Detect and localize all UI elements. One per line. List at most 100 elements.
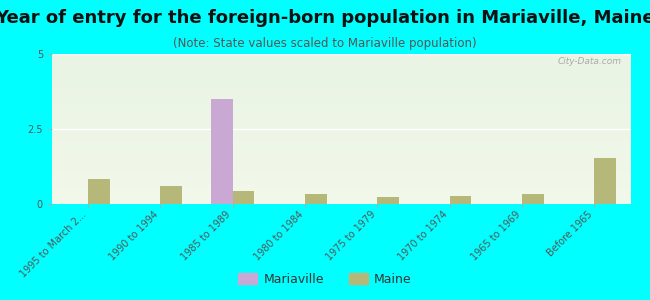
Bar (52, 93, 630, 94)
Bar (52, 94, 630, 95)
Bar (52, 142, 630, 143)
Bar (52, 192, 630, 193)
Bar (52, 157, 630, 158)
Bar (52, 185, 630, 186)
Bar (522, 194, 543, 204)
Bar (52, 129, 630, 130)
Bar (450, 196, 471, 204)
Bar (52, 70, 630, 71)
Bar (52, 117, 630, 118)
Bar (52, 139, 630, 140)
Bar (52, 85, 630, 86)
Bar (52, 77, 630, 78)
Bar (52, 137, 630, 138)
Bar (52, 60, 630, 61)
Text: City-Data.com: City-Data.com (558, 57, 622, 66)
Bar (52, 130, 630, 131)
Bar (52, 155, 630, 156)
Bar (52, 57, 630, 58)
Bar (52, 116, 630, 117)
Bar (52, 106, 630, 107)
Bar (52, 85, 630, 86)
Bar (52, 162, 630, 163)
Bar (52, 154, 630, 155)
Bar (52, 108, 630, 109)
Bar (52, 184, 630, 185)
Bar (52, 149, 630, 150)
Bar (52, 189, 630, 190)
Bar (52, 95, 630, 96)
Bar (52, 138, 630, 139)
Bar (52, 186, 630, 187)
Bar (52, 103, 630, 104)
Bar (52, 115, 630, 116)
Bar (52, 202, 630, 203)
Bar (52, 112, 630, 113)
Bar (52, 133, 630, 134)
Bar (594, 158, 616, 204)
Bar (52, 166, 630, 167)
Bar (52, 176, 630, 177)
Bar (52, 173, 630, 174)
Bar (52, 170, 630, 171)
Bar (52, 86, 630, 87)
Bar (52, 178, 630, 179)
Bar (52, 107, 630, 108)
Bar (88, 178, 110, 204)
Bar (52, 153, 630, 154)
Bar (52, 128, 630, 129)
Text: Year of entry for the foreign-born population in Mariaville, Maine: Year of entry for the foreign-born popul… (0, 9, 650, 27)
Bar (52, 150, 630, 151)
Bar (52, 64, 630, 65)
Bar (52, 179, 630, 180)
Bar (52, 102, 630, 103)
Bar (52, 61, 630, 62)
Bar (52, 131, 630, 132)
Bar (52, 118, 630, 119)
Bar (52, 190, 630, 191)
Bar (52, 140, 630, 141)
Bar (52, 98, 630, 99)
Bar (52, 156, 630, 157)
Bar (305, 194, 327, 204)
Bar (52, 100, 630, 101)
Bar (52, 97, 630, 98)
Bar (52, 196, 630, 197)
Bar (52, 123, 630, 124)
Bar (52, 75, 630, 76)
Text: (Note: State values scaled to Mariaville population): (Note: State values scaled to Mariaville… (173, 38, 477, 50)
Bar (52, 177, 630, 178)
Bar (52, 59, 630, 60)
Bar (52, 201, 630, 202)
Bar (52, 136, 630, 137)
Bar (52, 159, 630, 160)
Bar (161, 186, 182, 204)
Bar (52, 81, 630, 82)
Bar (52, 119, 630, 120)
Bar (52, 169, 630, 170)
Bar (52, 122, 630, 123)
Bar (52, 54, 630, 55)
Bar (52, 168, 630, 169)
Bar (52, 191, 630, 192)
Bar (52, 100, 630, 101)
Bar (52, 88, 630, 89)
Bar (52, 121, 630, 122)
Bar (52, 118, 630, 119)
Bar (52, 74, 630, 75)
Bar (52, 200, 630, 201)
Bar (52, 105, 630, 106)
Bar (52, 175, 630, 176)
Bar (52, 158, 630, 159)
Bar (52, 124, 630, 125)
Bar (52, 134, 630, 135)
Bar (52, 91, 630, 92)
Bar (52, 199, 630, 200)
Bar (52, 87, 630, 88)
Bar (52, 90, 630, 91)
Bar (52, 127, 630, 128)
Bar (52, 182, 630, 183)
Bar (52, 163, 630, 164)
Bar (52, 67, 630, 68)
Bar (52, 111, 630, 112)
